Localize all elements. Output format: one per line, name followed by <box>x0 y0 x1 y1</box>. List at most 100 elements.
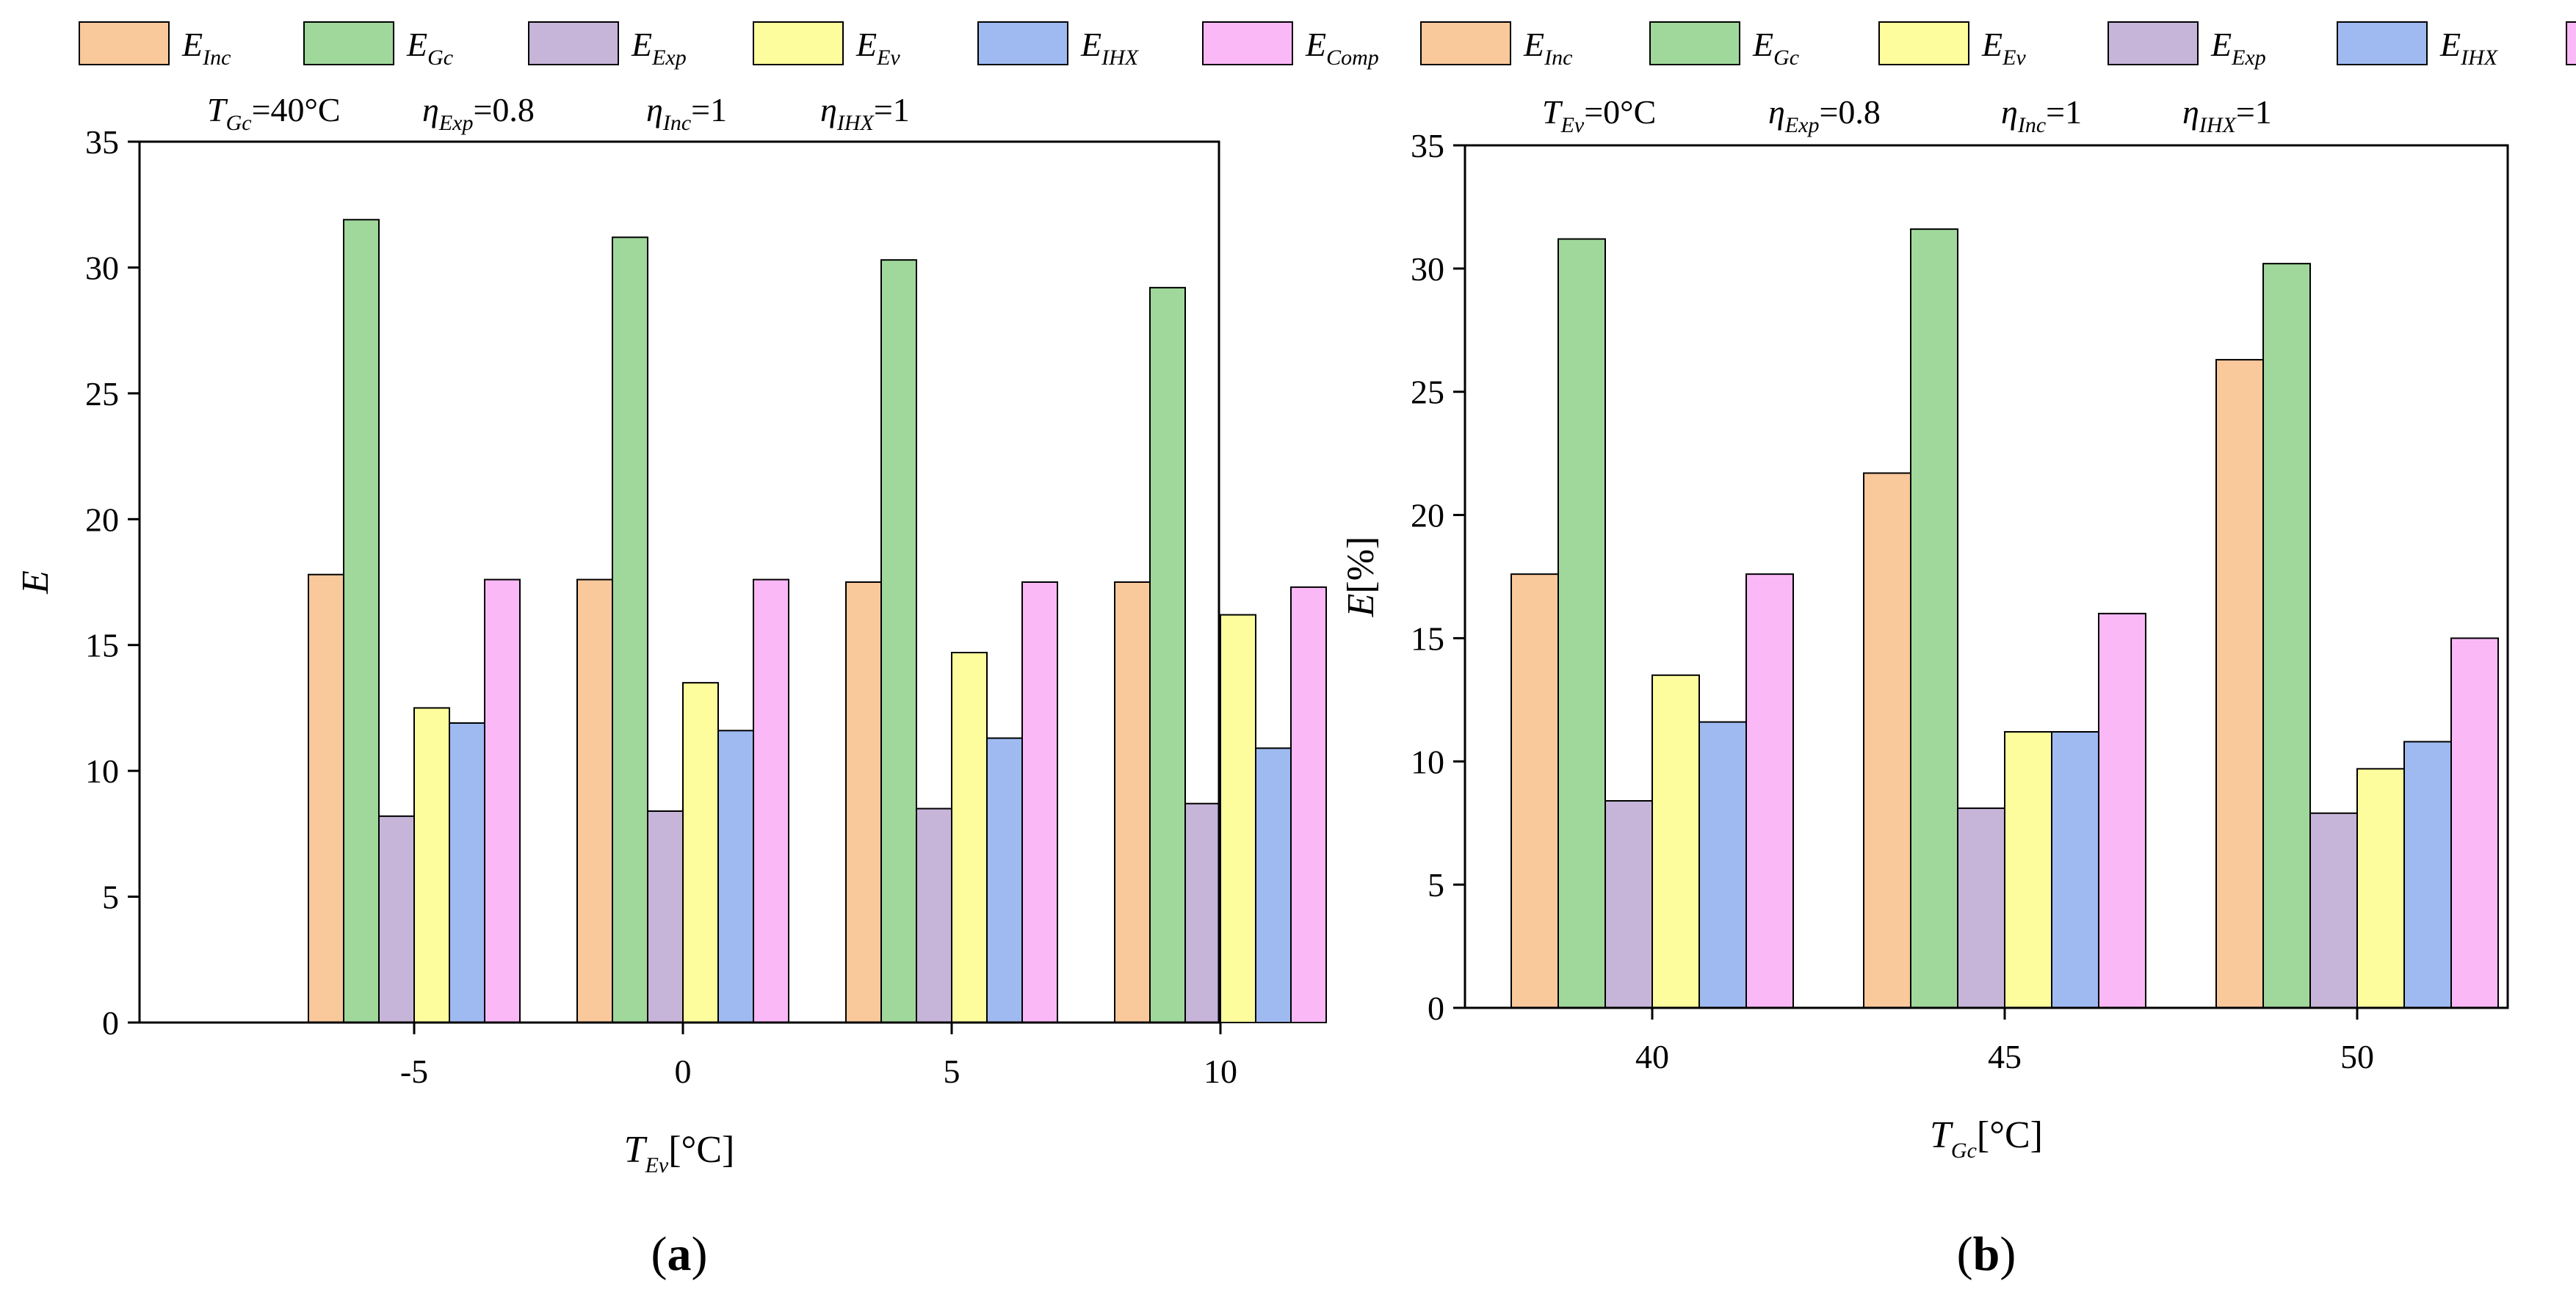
bar-e-inc--5 <box>308 573 344 1023</box>
bar-e-comp--5 <box>484 578 521 1023</box>
y-tick-label: 25 <box>85 375 119 413</box>
legend-label-e-exp: EExp <box>2210 26 2266 70</box>
param-t-ev: TEv=0°C <box>1542 93 1656 137</box>
legend-swatch-e-inc <box>79 21 170 65</box>
legend-label-e-inc: EInc <box>181 26 231 70</box>
x-tick-label: 5 <box>944 1053 960 1090</box>
param-eta-exp: ηExp=0.8 <box>1768 93 1881 137</box>
y-tick-label: 5 <box>1428 866 1444 904</box>
legend-swatch-e-exp <box>2108 21 2199 65</box>
y-tick-label: 10 <box>1411 743 1444 780</box>
legend-label-e-ev: EEv <box>1981 26 2026 70</box>
x-tick-label: 40 <box>1635 1038 1669 1075</box>
chart-panel-b: EIncEGcEEvEExpEIHXECompTEv=0°CηExp=0.8ηI… <box>1340 21 2576 1281</box>
param-eta-inc: ηInc=1 <box>2001 93 2082 137</box>
bar-e-comp-45 <box>2098 612 2146 1009</box>
x-axis-title: TGc[°C] <box>1930 1114 2043 1163</box>
x-tick-label: -5 <box>400 1053 428 1090</box>
bar-e-ev--5 <box>413 707 450 1024</box>
bar-e-exp-10 <box>1184 802 1221 1023</box>
bar-e-ev-10 <box>1220 614 1256 1023</box>
bar-e-ihx-50 <box>2403 741 2452 1009</box>
legend-swatch-e-comp <box>2566 21 2576 65</box>
legend-label-e-gc: EGc <box>406 26 453 70</box>
chart-panel-a: EInc EGc EExp EEv EIHX EComp TGc=40°C ηExp=0.8 η… <box>15 21 1379 1281</box>
bar-e-gc-10 <box>1149 286 1186 1024</box>
y-tick-label: 20 <box>85 501 119 538</box>
x-tick-label: 0 <box>675 1053 692 1090</box>
bar-e-gc-5 <box>880 259 917 1024</box>
param-t-gc: TGc=40°C <box>207 91 341 135</box>
bar-e-inc-10 <box>1114 581 1151 1023</box>
bar-e-ihx-5 <box>986 737 1023 1023</box>
legend-label-e-ihx: EIHX <box>2439 26 2499 70</box>
y-axis-title: E[%] <box>1340 537 1382 618</box>
bar-e-inc-45 <box>1863 472 1911 1009</box>
bar-e-comp-50 <box>2450 637 2499 1009</box>
y-tick-label: 20 <box>1411 497 1444 534</box>
bar-e-ihx--5 <box>449 722 485 1023</box>
bar-e-exp-0 <box>647 810 684 1023</box>
y-tick-label: 35 <box>1411 127 1444 164</box>
x-tick-label: 50 <box>2340 1038 2374 1075</box>
bar-e-ev-45 <box>2004 731 2052 1009</box>
y-tick-label: 10 <box>85 752 119 790</box>
bar-e-ihx-10 <box>1255 747 1292 1023</box>
legend-swatch-e-ev <box>753 21 844 65</box>
plot-frame <box>138 140 1220 1024</box>
bar-e-inc-50 <box>2215 359 2264 1009</box>
bar-e-ihx-0 <box>717 730 754 1023</box>
panel-label: (a) <box>651 1227 708 1281</box>
legend-swatch-e-comp <box>1202 21 1293 65</box>
bar-e-gc-0 <box>612 236 648 1023</box>
bar-e-ihx-40 <box>1698 721 1747 1009</box>
bar-e-ev-40 <box>1651 674 1700 1009</box>
bar-e-exp--5 <box>378 815 415 1024</box>
bar-e-exp-45 <box>1957 807 2005 1009</box>
bar-e-ev-0 <box>682 682 719 1024</box>
y-tick-label: 30 <box>85 249 119 286</box>
legend-swatch-e-ev <box>1878 21 1969 65</box>
bar-e-gc-45 <box>1910 228 1958 1009</box>
y-tick-label: 5 <box>102 879 119 916</box>
bar-e-exp-40 <box>1604 800 1653 1009</box>
legend-swatch-e-ihx <box>2337 21 2428 65</box>
bar-e-gc--5 <box>343 219 380 1023</box>
y-tick-label: 25 <box>1411 374 1444 411</box>
bar-e-comp-5 <box>1021 581 1058 1023</box>
y-tick-label: 30 <box>1411 250 1444 288</box>
bar-e-comp-10 <box>1290 586 1327 1023</box>
bar-e-ev-50 <box>2356 768 2405 1009</box>
bar-e-gc-50 <box>2262 263 2311 1009</box>
x-tick-label: 10 <box>1204 1053 1237 1090</box>
bar-e-exp-5 <box>916 807 952 1023</box>
param-eta-exp: ηExp=0.8 <box>422 91 535 135</box>
bar-e-inc-5 <box>845 581 882 1023</box>
bar-e-gc-40 <box>1557 238 1606 1009</box>
legend-label-e-exp: EExp <box>631 26 687 70</box>
legend-swatch-e-exp <box>528 21 619 65</box>
panel-label: (b) <box>1957 1227 2016 1281</box>
legend-swatch-e-gc <box>303 21 394 65</box>
y-tick-label: 35 <box>85 123 119 161</box>
legend-label-e-gc: EGc <box>1752 26 1799 70</box>
legend-swatch-e-inc <box>1420 21 1511 65</box>
legend-label-e-comp: EComp <box>1305 26 1379 70</box>
legend-label-e-inc: EInc <box>1523 26 1572 70</box>
plot-frame <box>1464 144 2509 1009</box>
y-tick-label: 15 <box>1411 620 1444 657</box>
y-tick-label: 15 <box>85 627 119 664</box>
param-eta-ihx: ηIHX=1 <box>2182 93 2272 137</box>
y-tick-label: 0 <box>1428 989 1444 1027</box>
y-axis-title: E <box>15 570 57 595</box>
bar-e-exp-50 <box>2309 812 2358 1009</box>
legend-swatch-e-ihx <box>977 21 1068 65</box>
y-tick-label: 0 <box>102 1004 119 1042</box>
legend-label-e-ihx: EIHX <box>1080 26 1140 70</box>
x-tick-label: 45 <box>1988 1038 2022 1075</box>
legend-label-e-ev: EEv <box>855 26 900 70</box>
x-axis-title: TEv[°C] <box>624 1129 735 1177</box>
bar-e-ihx-45 <box>2051 731 2099 1009</box>
legend-swatch-e-gc <box>1649 21 1740 65</box>
